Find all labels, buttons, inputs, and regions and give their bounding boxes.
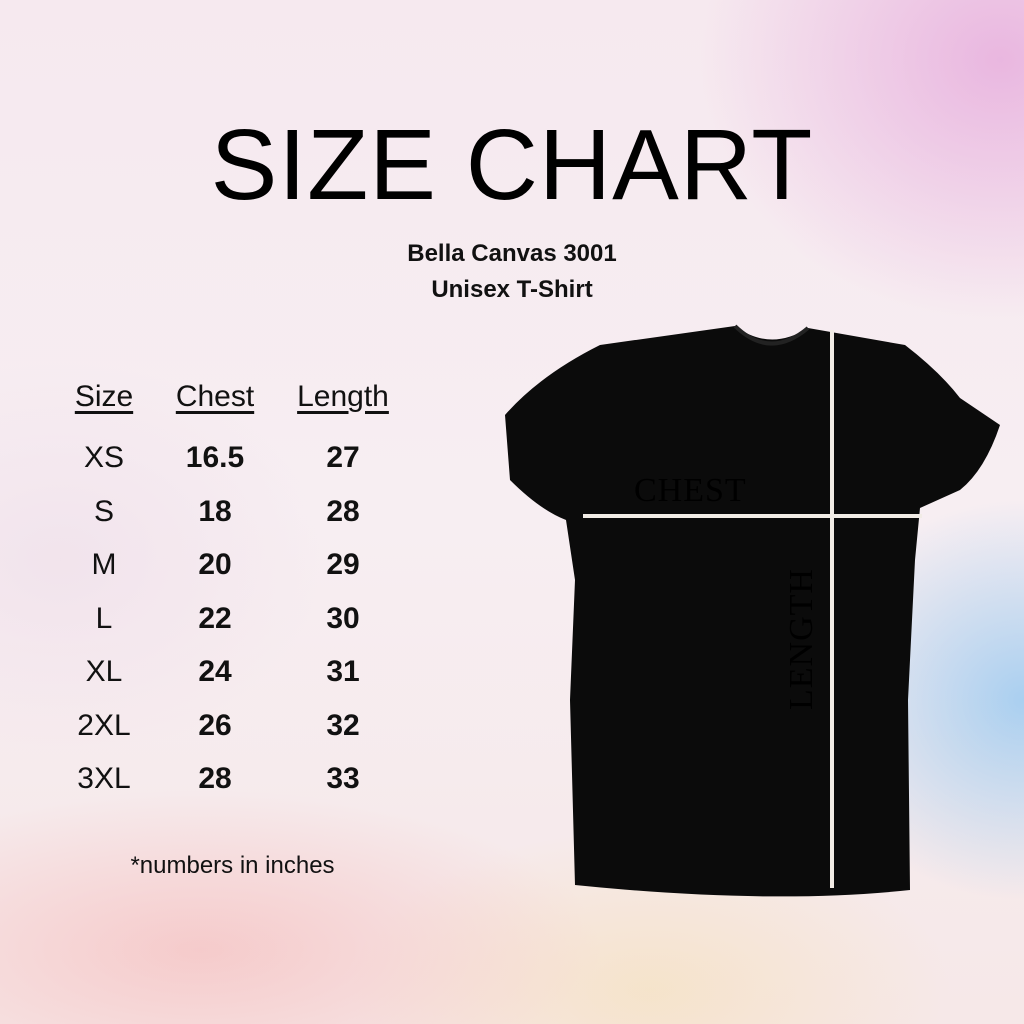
chest-label: CHEST: [634, 472, 747, 509]
chest-cell: 22: [198, 601, 232, 635]
length-cell: 29: [326, 548, 360, 581]
tshirt-shape: [505, 326, 1000, 897]
size-cell: M: [91, 548, 117, 581]
length-cell: 33: [326, 762, 360, 795]
header-size: Size: [74, 380, 134, 413]
size-cell: 3XL: [77, 762, 131, 795]
size-cell: S: [93, 494, 114, 528]
size-cell: XL: [85, 655, 123, 688]
product-type: Unisex T-Shirt: [431, 276, 593, 303]
chest-cell: 18: [198, 494, 232, 528]
chest-cell: 16.5: [185, 441, 245, 474]
chest-cell: 28: [198, 762, 232, 795]
chest-cell: 20: [198, 548, 232, 581]
size-cell: L: [95, 601, 113, 635]
product-name: Bella Canvas 3001: [407, 240, 617, 267]
length-cell: 30: [326, 601, 360, 635]
size-cell: XS: [83, 441, 125, 474]
size-cell: 2XL: [77, 708, 131, 742]
footnote: *numbers in inches: [130, 852, 335, 879]
collar: [733, 324, 810, 346]
chest-cell: 24: [198, 655, 232, 688]
chest-cell: 26: [198, 708, 232, 742]
length-cell: 27: [326, 441, 360, 474]
length-cell: 28: [326, 494, 360, 528]
page-title: SIZE CHART: [210, 109, 814, 221]
header-length: Length: [297, 380, 389, 413]
header-chest: Chest: [175, 380, 255, 413]
length-cell: 32: [326, 708, 360, 742]
length-cell: 31: [326, 655, 360, 688]
length-label: LENGTH: [783, 568, 820, 710]
